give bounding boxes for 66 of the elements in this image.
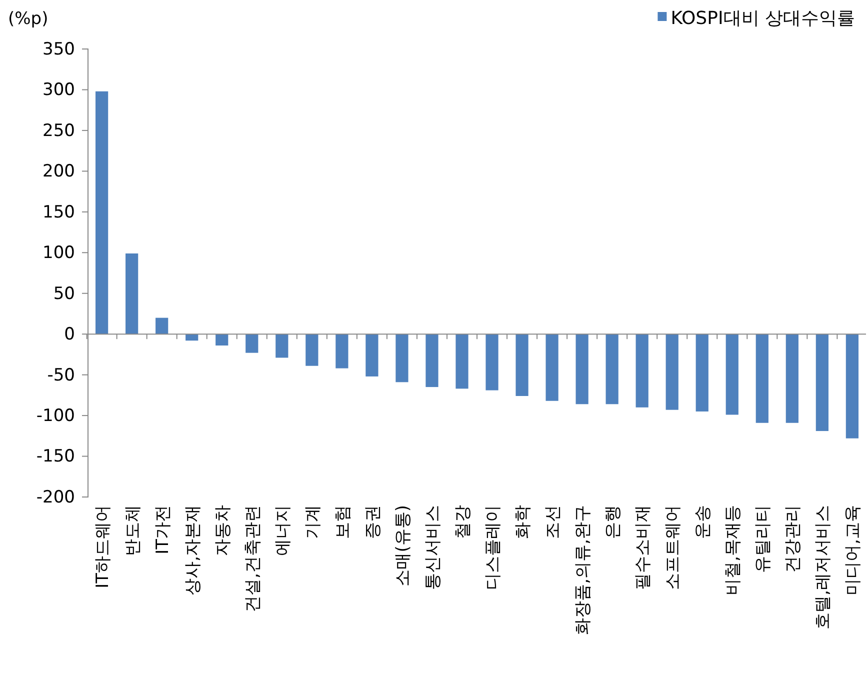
y-tick-label: -150 <box>36 446 75 467</box>
y-tick-label: -100 <box>36 406 75 426</box>
x-tick-label: 운송 <box>693 505 714 539</box>
y-tick-label: -200 <box>36 487 75 508</box>
bar <box>606 334 618 404</box>
x-tick-label: 건설,건축관련 <box>242 505 263 612</box>
x-tick-label: 화학 <box>513 505 534 539</box>
x-tick-label: 호텔,레저서비스 <box>813 505 834 630</box>
y-tick-label: 200 <box>42 162 75 182</box>
bar <box>246 334 258 353</box>
x-tick-label: 기계 <box>302 505 323 539</box>
bar <box>366 334 378 376</box>
bar <box>96 91 108 334</box>
x-tick-label: 미디어,교육 <box>843 505 864 596</box>
bar <box>846 334 858 438</box>
bar <box>126 253 138 334</box>
bar <box>186 334 198 341</box>
x-tick-label: IT하드웨어 <box>92 505 113 588</box>
x-tick-label: 보험 <box>332 505 353 539</box>
bar <box>396 334 408 382</box>
bar <box>756 334 768 423</box>
y-tick-label: 50 <box>53 284 75 304</box>
x-tick-label: 소매(유통) <box>392 505 413 586</box>
x-tick-label: IT가전 <box>152 505 173 554</box>
y-tick-label: 100 <box>42 243 75 264</box>
x-tick-label: 화장품,의류,완구 <box>573 505 594 635</box>
bar <box>636 334 648 408</box>
bar <box>516 334 528 396</box>
x-tick-label: 건강관리 <box>783 505 804 573</box>
bar <box>456 334 468 389</box>
y-axis-title: (%p) <box>8 9 48 29</box>
y-tick-label: 0 <box>64 324 75 345</box>
bar <box>726 334 738 415</box>
y-tick-label: -50 <box>47 365 75 386</box>
bar <box>786 334 798 423</box>
y-tick-label: 150 <box>42 202 75 222</box>
bar <box>486 334 498 390</box>
bar <box>216 334 228 346</box>
x-tick-label: 자동차 <box>212 505 233 556</box>
bar <box>816 334 828 432</box>
x-tick-label: 조선 <box>543 505 564 539</box>
x-tick-label: 필수소비재 <box>633 505 654 590</box>
bar <box>336 334 348 368</box>
y-tick-label: 250 <box>42 120 75 141</box>
x-tick-label: 에너지 <box>272 505 293 556</box>
bar <box>576 334 588 404</box>
x-tick-label: 증권 <box>362 505 383 539</box>
bar <box>666 334 678 410</box>
x-tick-label: 상사,자본재 <box>182 505 203 596</box>
x-tick-label: 통신서비스 <box>422 505 443 590</box>
y-tick-label: 350 <box>42 39 75 60</box>
bar <box>156 318 168 334</box>
bar <box>696 334 708 412</box>
x-tick-label: 디스플레이 <box>483 505 504 590</box>
bar <box>306 334 318 366</box>
x-tick-label: 비철,목재등 <box>723 505 744 596</box>
x-tick-label: 소프트웨어 <box>663 505 684 590</box>
x-tick-label: 반도체 <box>122 505 143 556</box>
y-tick-label: 300 <box>42 80 75 100</box>
bar <box>276 334 288 358</box>
x-tick-label: 유틸리티 <box>753 505 774 573</box>
bar <box>426 334 438 388</box>
x-tick-label: 은행 <box>603 505 624 539</box>
legend-label: KOSPI대비 상대수익률 <box>670 8 855 29</box>
bar <box>546 334 558 401</box>
x-tick-label: 철강 <box>452 505 473 539</box>
